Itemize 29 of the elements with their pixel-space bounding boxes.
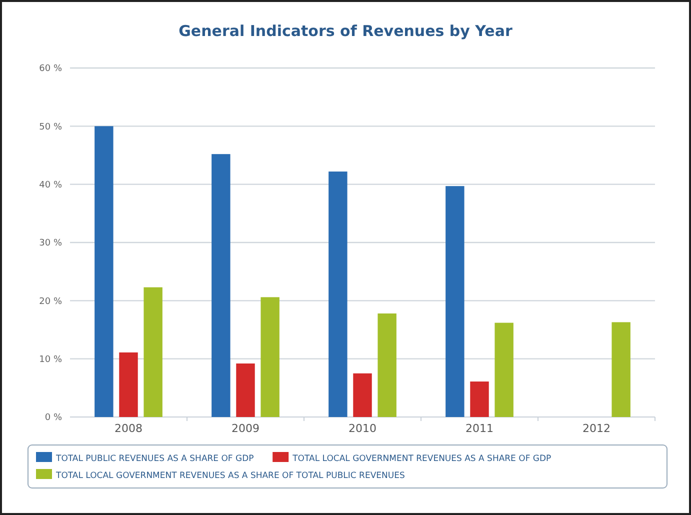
x-tick-label: 2010 <box>348 422 376 435</box>
bar <box>494 322 514 417</box>
legend-label: TOTAL LOCAL GOVERNMENT REVENUES AS A SHARE OF GDP <box>292 454 552 464</box>
y-tick-label: 20 % <box>39 296 62 307</box>
bar <box>612 322 630 417</box>
bar <box>470 382 489 417</box>
x-tick-label: 2011 <box>466 422 494 435</box>
bar <box>236 363 255 417</box>
legend-label: TOTAL LOCAL GOVERNMENT REVENUES AS A SHARE OF TOTAL PUBLIC REVENUES <box>55 471 405 481</box>
legend-label: TOTAL PUBLIC REVENUES AS A SHARE OF GDP <box>55 454 254 464</box>
y-tick-label: 60 % <box>39 64 62 74</box>
y-tick-label: 40 % <box>39 180 62 190</box>
bar <box>212 154 230 417</box>
x-tick-label: 2008 <box>114 422 142 435</box>
chart-title: General Indicators of Revenues by Year <box>178 22 513 40</box>
y-tick-label: 10 % <box>39 354 62 365</box>
bar <box>378 313 396 417</box>
x-tick-label: 2012 <box>582 422 610 435</box>
y-tick-label: 0 % <box>44 413 62 424</box>
bar <box>446 186 464 417</box>
bar <box>144 287 162 417</box>
bar <box>328 172 348 417</box>
bar <box>94 126 114 417</box>
bar <box>260 297 280 417</box>
x-tick-label: 2009 <box>232 422 260 435</box>
bar <box>119 352 138 417</box>
y-tick-label: 30 % <box>39 238 62 249</box>
bar <box>353 373 372 417</box>
y-tick-label: 50 % <box>39 122 62 132</box>
